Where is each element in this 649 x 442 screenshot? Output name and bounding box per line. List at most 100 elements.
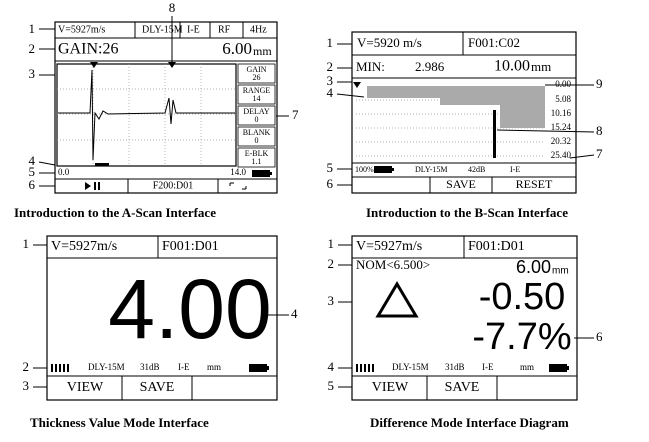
gain: GAIN:26 — [58, 41, 118, 58]
file-name: F200:D01 — [153, 180, 194, 191]
min-value: 2.986 — [415, 59, 445, 74]
callout-number: 2 — [328, 256, 335, 271]
status-item: 31dB — [445, 362, 465, 372]
range-end: 14.0 — [230, 167, 246, 177]
button[interactable]: RESET — [516, 177, 553, 191]
caption: Introduction to the B-Scan Interface — [366, 205, 568, 220]
callout-number: 9 — [596, 76, 603, 91]
callout-number: 5 — [327, 160, 334, 175]
side-button-label: BLANK — [243, 128, 271, 137]
side-button-label: E-BLK — [245, 149, 269, 158]
callout-number: 5 — [328, 378, 335, 393]
velocity: V=5927m/s — [356, 239, 422, 254]
depth-label: 15.24 — [551, 122, 572, 132]
callout-number: 4 — [29, 153, 36, 168]
side-button-label: RANGE — [243, 86, 271, 95]
status-item: I-E — [482, 362, 494, 372]
callout-number: 3 — [327, 73, 334, 88]
callout-number: 6 — [29, 177, 36, 192]
nominal: NOM<6.500> — [356, 257, 430, 272]
status-item: 100% — [355, 165, 374, 174]
status-item: I-E — [510, 165, 520, 174]
side-button — [237, 63, 276, 84]
difference: -0.50 — [479, 276, 566, 318]
side-button — [237, 105, 276, 126]
status-item: V=5927m/s — [58, 24, 105, 35]
file-name: F001:D01 — [468, 239, 525, 254]
depth-label: 25.40 — [551, 150, 572, 160]
callout-line — [336, 93, 365, 98]
side-button-value: 14 — [253, 94, 261, 103]
status-item: 4Hz — [250, 24, 267, 35]
thickness-screen — [46, 235, 278, 401]
callout-number: 4 — [327, 85, 334, 100]
callout-number: 4 — [328, 359, 335, 374]
reading: 6.00 — [222, 39, 252, 58]
status-item: DLY-15M — [88, 362, 125, 372]
callout-number: 2 — [23, 359, 30, 374]
reading: 10.00 — [494, 58, 530, 75]
callout-number: 3 — [328, 293, 335, 308]
depth-label: 10.16 — [551, 108, 572, 118]
status-item: mm — [520, 362, 534, 372]
callout-line — [569, 154, 595, 159]
callout-line — [496, 129, 595, 133]
side-button-value: 1.1 — [252, 157, 262, 166]
reading: 6.00 — [516, 257, 551, 277]
range-start: 0.0 — [58, 167, 70, 177]
callout-number: 1 — [23, 236, 30, 251]
side-button-value: 26 — [253, 73, 261, 82]
callout-number: 8 — [596, 123, 603, 138]
status-item: DLY-15M — [142, 24, 183, 35]
status-item: RF — [218, 24, 231, 35]
unit: mm — [531, 59, 551, 74]
file-name: F001:D01 — [162, 239, 219, 254]
unit: mm — [552, 266, 569, 277]
button[interactable]: SAVE — [445, 380, 480, 395]
reading: 4.00 — [108, 262, 272, 356]
b-scan-frame — [352, 32, 576, 193]
side-button — [237, 126, 276, 147]
difference-frame — [352, 236, 577, 400]
side-button — [237, 147, 276, 168]
status-item: mm — [207, 362, 221, 372]
velocity: V=5927m/s — [51, 239, 117, 254]
depth-label: 0.00 — [555, 79, 571, 89]
status-item: I-E — [178, 362, 190, 372]
callout-number: 3 — [23, 378, 30, 393]
side-button — [237, 84, 276, 105]
callout-number: 1 — [29, 21, 36, 36]
b-scan-screen — [351, 31, 577, 194]
callout-number: 2 — [29, 41, 36, 56]
callout-line — [38, 161, 56, 166]
callout-number: 7 — [292, 107, 299, 122]
button[interactable]: SAVE — [140, 380, 175, 395]
caption: Difference Mode Interface Diagram — [370, 415, 569, 430]
callout-number: 1 — [327, 35, 334, 50]
button[interactable]: VIEW — [67, 380, 104, 395]
caption: Thickness Value Mode Interface — [30, 415, 209, 430]
button[interactable]: SAVE — [446, 177, 476, 191]
callout-number: 2 — [327, 59, 334, 74]
status-item: I-E — [187, 24, 200, 35]
depth-label: 5.08 — [555, 94, 571, 104]
callout-number: 6 — [327, 176, 334, 191]
side-button-label: GAIN — [247, 65, 267, 74]
caption: Introduction to the A-Scan Interface — [14, 205, 216, 220]
callout-number: 7 — [596, 146, 603, 161]
callout-number: 5 — [29, 164, 36, 179]
unit: mm — [253, 44, 272, 58]
percent: -7.7% — [472, 316, 571, 358]
callout-number: 4 — [291, 306, 298, 321]
status-item: DLY-15M — [392, 362, 429, 372]
a-scan-screen — [54, 21, 278, 194]
callout-number: 3 — [29, 66, 36, 81]
a-scan-frame — [55, 22, 277, 193]
side-button-value: 0 — [255, 136, 259, 145]
callout-number: 1 — [328, 236, 335, 251]
callout-number: 6 — [596, 329, 603, 344]
button[interactable]: VIEW — [372, 380, 409, 395]
callout-number: 8 — [169, 0, 176, 15]
depth-label: 20.32 — [551, 136, 571, 146]
